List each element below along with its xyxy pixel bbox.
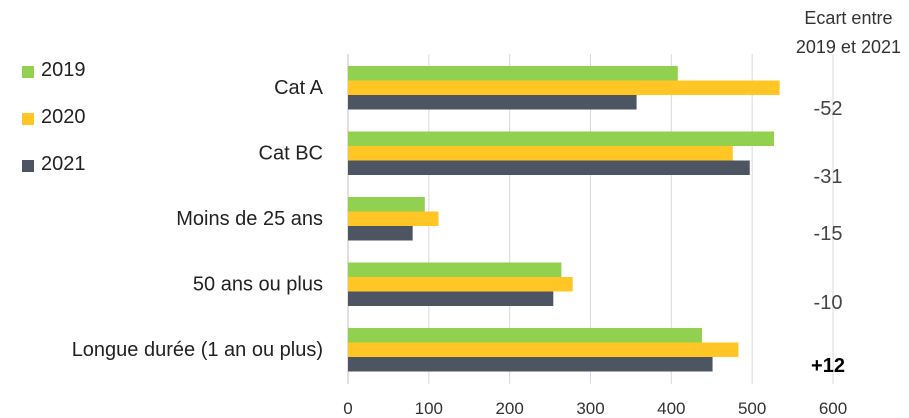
legend-swatch-2020 (22, 113, 34, 125)
bar-2020-moins-de-25-ans (348, 211, 439, 226)
bar-2021-cat-bc (348, 160, 750, 175)
bar-2021-50-ans-ou-plus (348, 291, 554, 306)
x-tick-label-300: 300 (576, 399, 604, 418)
category-label-longue-dur-e-1-an-ou-plus: Longue durée (1 an ou plus) (72, 339, 323, 361)
bar-2020-longue-dur-e-1-an-ou-plus (348, 342, 739, 357)
x-tick-label-400: 400 (657, 399, 685, 418)
difference-header-line-2: 2019 et 2021 (795, 36, 901, 57)
bar-2020-50-ans-ou-plus (348, 277, 573, 292)
x-tick-label-0: 0 (343, 399, 352, 418)
difference-column-header: Ecart entre 2019 et 2021 (796, 4, 901, 62)
bar-2021-cat-a (348, 95, 637, 110)
category-label-cat-bc: Cat BC (259, 142, 323, 164)
bar-2019-longue-dur-e-1-an-ou-plus (348, 328, 703, 343)
category-label-50-ans-ou-plus: 50 ans ou plus (193, 273, 323, 295)
bar-2020-cat-bc (348, 146, 733, 161)
bar-2020-cat-a (348, 80, 780, 95)
bar-2019-50-ans-ou-plus (348, 262, 562, 277)
difference-header-line-1: Ecart entre (804, 8, 893, 28)
x-tick-label-600: 600 (819, 399, 847, 418)
x-tick-label-200: 200 (495, 399, 523, 418)
difference-value-50-ans-ou-plus: -10 (814, 292, 843, 314)
bar-2019-moins-de-25-ans (348, 197, 425, 212)
difference-value-longue-dur-e-1-an-ou-plus: +12 (811, 355, 845, 377)
legend-swatch-2021 (22, 160, 34, 172)
difference-value-moins-de-25-ans: -15 (814, 223, 843, 245)
category-label-cat-a: Cat A (274, 77, 324, 99)
x-tick-label-500: 500 (738, 399, 766, 418)
legend-swatch-2019 (22, 66, 34, 78)
difference-value-cat-a: -52 (814, 98, 843, 120)
bar-2019-cat-a (348, 66, 678, 81)
bar-2019-cat-bc (348, 131, 774, 146)
category-label-moins-de-25-ans: Moins de 25 ans (176, 208, 323, 230)
legend-label-2021: 2021 (41, 153, 86, 175)
legend-label-2020: 2020 (41, 106, 86, 128)
difference-value-cat-bc: -31 (814, 166, 843, 188)
x-tick-label-100: 100 (415, 399, 443, 418)
legend-label-2019: 2019 (41, 59, 86, 81)
bar-2021-moins-de-25-ans (348, 226, 413, 241)
bar-2021-longue-dur-e-1-an-ou-plus (348, 357, 713, 372)
